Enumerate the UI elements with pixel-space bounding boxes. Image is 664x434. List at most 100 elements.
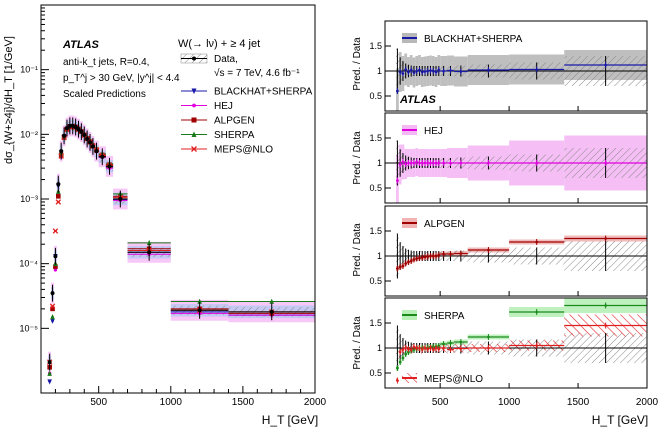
data-point bbox=[50, 291, 55, 296]
ratio-2-point bbox=[535, 344, 538, 347]
series-point bbox=[49, 303, 56, 309]
series-point bbox=[146, 239, 152, 246]
legend-label: HEJ bbox=[214, 101, 233, 112]
ratio-2-point bbox=[426, 347, 430, 351]
ratio-point bbox=[407, 161, 410, 165]
main-spectrum-panel: 500 1000 1500 2000 10⁻⁵ 10⁻⁴ 10⁻³ 10⁻² 10⁻¹ dσ_{… bbox=[3, 4, 327, 427]
ytick-label: 10⁻¹ bbox=[20, 65, 38, 75]
ratio-xtick-label: 2000 bbox=[636, 397, 659, 408]
ratio-point bbox=[404, 352, 407, 356]
xlabel-ratio: H_T [GeV] bbox=[592, 413, 648, 427]
ratio-point bbox=[449, 161, 452, 165]
ratio-frame bbox=[384, 20, 648, 112]
ratio-point bbox=[535, 161, 538, 165]
data-point bbox=[118, 197, 123, 201]
ylabel-ratio-4: Pred. / Data bbox=[352, 316, 363, 370]
data-point bbox=[85, 136, 90, 141]
ratio-ytick-label: 1 bbox=[377, 66, 382, 76]
ratio-legend-label-2: MEPS@NLO bbox=[424, 374, 483, 385]
ratio-point bbox=[434, 70, 438, 74]
ratio-xtick-label: 500 bbox=[432, 397, 449, 408]
ratio-point bbox=[437, 161, 441, 165]
series-point bbox=[56, 194, 61, 199]
ylabel-ratio-1: Pred. / Data bbox=[352, 37, 363, 91]
ratio-point bbox=[426, 255, 430, 258]
ratio-ytick-label: 1.5 bbox=[369, 318, 382, 328]
data-point bbox=[82, 132, 87, 137]
ratio-plot-area bbox=[385, 48, 647, 111]
xlabel-main: H_T [GeV] bbox=[262, 413, 318, 427]
ratio-2-point bbox=[604, 324, 607, 327]
ratio-point bbox=[407, 70, 410, 74]
ratio-point bbox=[415, 160, 419, 164]
ratio-frame bbox=[384, 112, 648, 204]
ratio-point bbox=[404, 162, 407, 166]
ratio-point bbox=[487, 161, 490, 165]
ratio-2-point bbox=[449, 348, 452, 351]
ratio-point bbox=[396, 366, 399, 370]
ratio-point bbox=[604, 63, 607, 67]
series-point bbox=[269, 298, 275, 304]
ylabel-main: dσ_{W+≥4j}/dH_T [1/GeV] bbox=[3, 36, 15, 164]
data-point bbox=[59, 149, 64, 154]
ratio-point bbox=[459, 70, 463, 73]
ratio-point bbox=[442, 342, 445, 346]
ratio-point bbox=[431, 69, 435, 73]
ratio-point bbox=[437, 68, 441, 72]
ratio-point bbox=[604, 237, 607, 240]
series-point bbox=[55, 199, 62, 205]
ratio-point bbox=[418, 161, 421, 165]
ratio-legend-label: BLACKHAT+SHERPA bbox=[424, 34, 523, 45]
ratio-2-point bbox=[459, 347, 463, 350]
ratio-panel-4: 0.5 1 1.5 SHERPA MEPS@NLO bbox=[369, 297, 648, 389]
ratio-point bbox=[415, 257, 419, 260]
series-point bbox=[53, 264, 58, 269]
ratio-point bbox=[442, 252, 445, 256]
ratio-point bbox=[409, 68, 413, 72]
ratio-ytick-label: 1.5 bbox=[369, 226, 382, 236]
data-point bbox=[62, 133, 67, 138]
jet-algorithm-label: anti-k_t jets, R=0.4, bbox=[63, 57, 149, 68]
ratio-2-point bbox=[407, 347, 410, 351]
ratio-2-point bbox=[442, 346, 445, 350]
ratio-point bbox=[431, 161, 435, 165]
ratio-point bbox=[449, 252, 452, 256]
data-point bbox=[90, 144, 95, 149]
ratio-xtick-label: 1000 bbox=[498, 397, 521, 408]
data-point bbox=[100, 154, 105, 159]
ratio-point bbox=[535, 240, 538, 244]
ratio-point bbox=[442, 69, 445, 73]
ratio-point bbox=[418, 68, 421, 72]
ratio-point bbox=[437, 253, 441, 257]
ratio-ytick-label: 1 bbox=[377, 343, 382, 353]
ratio-point bbox=[442, 161, 445, 165]
ratio-frame bbox=[384, 297, 648, 389]
ratio-point bbox=[396, 267, 399, 270]
ratio-point bbox=[401, 72, 405, 75]
ratio-point bbox=[449, 69, 452, 72]
ratio-2-point bbox=[420, 348, 424, 351]
ratio-point bbox=[420, 256, 424, 259]
ratio-ytick-label: 1 bbox=[377, 251, 382, 261]
xtick-label: 1500 bbox=[232, 397, 255, 408]
legend-label: BLACKHAT+SHERPA bbox=[214, 87, 313, 98]
legend-marker bbox=[191, 146, 197, 152]
jet-cut-label: p_T^j > 30 GeV, |y^j| < 4.4 bbox=[63, 73, 180, 84]
ratio-point bbox=[459, 252, 463, 255]
ratio-ytick-label: 0.5 bbox=[369, 368, 382, 378]
legend-marker bbox=[192, 103, 196, 108]
ratio-point bbox=[404, 262, 407, 265]
ratio-point bbox=[487, 68, 490, 72]
ratio-2-point bbox=[434, 346, 438, 350]
data-point bbox=[47, 360, 52, 365]
legend-marker bbox=[191, 131, 197, 137]
series-point bbox=[52, 228, 59, 234]
ytick-label: 10⁻² bbox=[20, 129, 38, 139]
data-point bbox=[73, 124, 78, 129]
ratio-point bbox=[459, 340, 463, 344]
data-point bbox=[147, 250, 152, 255]
ratio-plot-area bbox=[385, 135, 647, 203]
ratio-ytick-label: 1.5 bbox=[369, 41, 382, 51]
data-point bbox=[53, 254, 58, 259]
